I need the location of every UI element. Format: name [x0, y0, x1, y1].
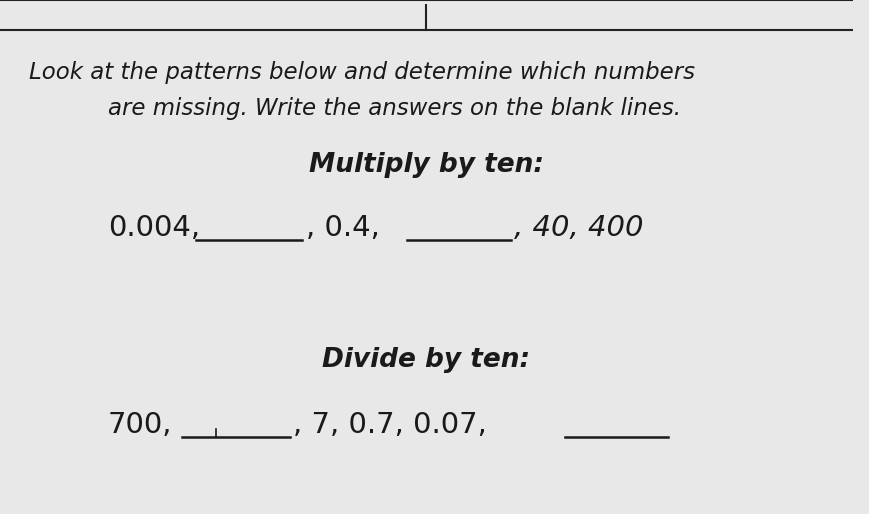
Text: Multiply by ten:: Multiply by ten:: [308, 152, 543, 178]
Text: Look at the patterns below and determine which numbers: Look at the patterns below and determine…: [30, 61, 695, 83]
Text: Divide by ten:: Divide by ten:: [322, 347, 530, 373]
Text: 700,: 700,: [108, 411, 173, 439]
Text: , 0.4,: , 0.4,: [307, 214, 381, 242]
Text: , 7, 0.7, 0.07,: , 7, 0.7, 0.07,: [293, 411, 487, 439]
Text: are missing. Write the answers on the blank lines.: are missing. Write the answers on the bl…: [108, 97, 681, 119]
Text: 0.004,: 0.004,: [108, 214, 200, 242]
Text: , 40, 400: , 40, 400: [514, 214, 644, 242]
